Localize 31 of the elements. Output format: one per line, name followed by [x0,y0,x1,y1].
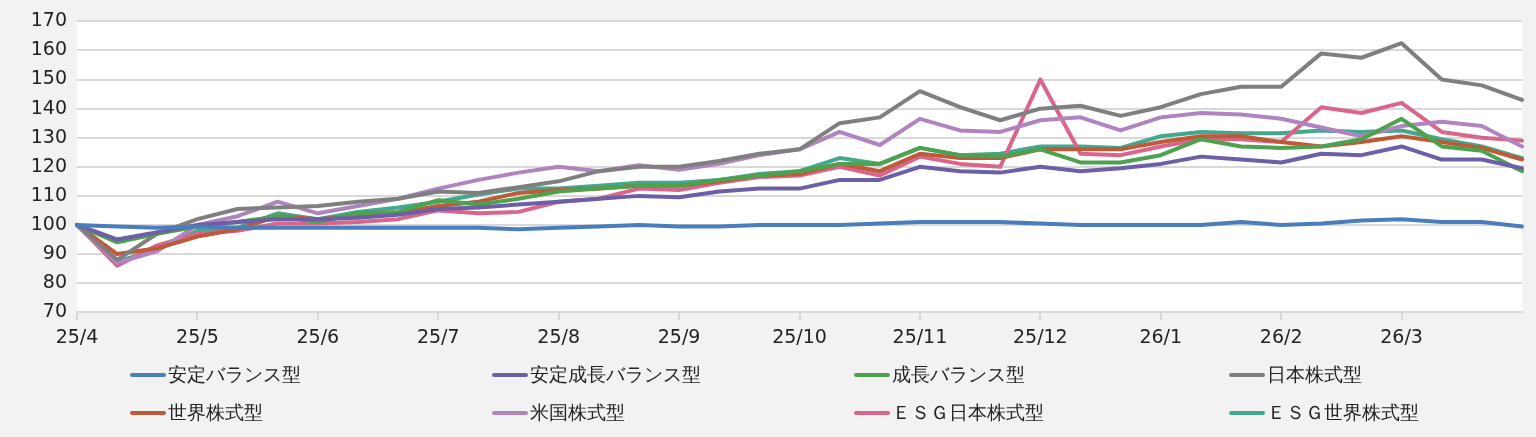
legend-label: ＥＳＧ日本株式型 [892,400,1044,425]
legend-label: 安定成長バランス型 [530,362,701,387]
y-tick-label: 70 [42,299,67,322]
y-tick-label: 90 [42,240,67,263]
y-tick-label: 150 [30,66,67,89]
x-tick-label: 25/10 [772,324,827,347]
y-tick-label: 110 [30,182,67,205]
x-tick-label: 25/6 [296,324,340,347]
x-tick-label: 25/9 [657,324,701,347]
legend-label: 世界株式型 [168,400,263,425]
x-tick-label: 26/2 [1259,324,1303,347]
y-tick-label: 80 [42,270,67,293]
y-tick-label: 170 [30,8,67,31]
x-tick-label: 25/4 [55,324,99,347]
y-tick-label: 160 [30,37,67,60]
y-tick-label: 100 [30,211,67,234]
x-tick-label: 25/12 [1012,324,1068,347]
y-tick-label: 130 [30,124,67,147]
x-tick-label: 26/3 [1380,324,1423,347]
legend-label: 米国株式型 [530,400,625,425]
x-tick-label: 25/5 [176,324,219,347]
x-tick-label: 26/1 [1139,324,1183,347]
x-tick-label: 25/7 [416,324,460,347]
y-tick-label: 140 [30,95,67,118]
y-tick-label: 120 [30,153,67,176]
legend-label: 日本株式型 [1267,362,1362,387]
legend-label: 安定バランス型 [168,362,301,387]
legend-label: 成長バランス型 [892,362,1025,387]
x-tick-label: 25/8 [537,324,580,347]
legend-label: ＥＳＧ世界株式型 [1267,400,1419,425]
x-tick-label: 25/11 [892,324,948,347]
